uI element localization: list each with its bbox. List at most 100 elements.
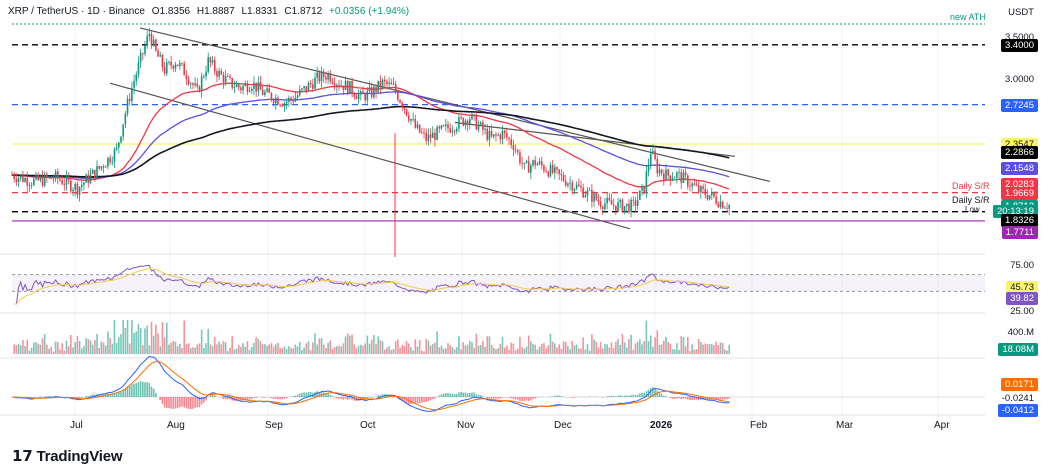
macd-histogram-bar bbox=[658, 392, 661, 397]
candle bbox=[479, 122, 482, 125]
macd-histogram-bar bbox=[645, 391, 648, 397]
volume-bar bbox=[687, 336, 689, 354]
volume-bar bbox=[264, 344, 266, 354]
macd-histogram-bar bbox=[499, 397, 502, 399]
volume-bar bbox=[294, 344, 297, 354]
candle bbox=[63, 184, 66, 186]
volume-bar bbox=[469, 341, 471, 354]
candle bbox=[713, 191, 715, 197]
candle bbox=[673, 177, 676, 179]
volume-bar bbox=[322, 344, 325, 354]
candle bbox=[697, 185, 700, 193]
macd-histogram-bar bbox=[126, 386, 129, 397]
volume-bar bbox=[464, 345, 467, 354]
candle bbox=[41, 176, 44, 186]
volume-bar bbox=[442, 348, 445, 354]
candle bbox=[259, 82, 262, 90]
candle bbox=[155, 39, 157, 51]
volume-bar bbox=[355, 348, 358, 354]
tradingview-logo[interactable]: 𝟭𝟳 TradingView bbox=[12, 448, 123, 465]
candle bbox=[76, 183, 79, 195]
candle bbox=[355, 96, 358, 99]
candle bbox=[242, 85, 244, 91]
candle bbox=[379, 80, 382, 88]
volume-bar bbox=[270, 343, 273, 354]
volume-bar bbox=[272, 346, 275, 354]
volume-bar bbox=[425, 339, 427, 354]
volume-bar bbox=[601, 348, 604, 354]
volume-bar bbox=[83, 346, 85, 354]
macd-histogram-bar bbox=[189, 397, 192, 410]
volume-bar bbox=[224, 342, 227, 354]
volume-bar bbox=[704, 343, 707, 354]
volume-bar bbox=[445, 348, 447, 354]
macd-histogram-bar bbox=[471, 392, 473, 397]
volume-bar bbox=[676, 343, 678, 354]
volume-bar bbox=[708, 343, 711, 354]
macd-histogram-bar bbox=[643, 392, 645, 397]
candle bbox=[288, 97, 290, 102]
macd-histogram-bar bbox=[211, 394, 214, 397]
low-annotation: Low bbox=[965, 205, 980, 214]
macd-histogram-bar bbox=[305, 392, 308, 397]
volume-bar bbox=[663, 340, 665, 354]
candle bbox=[562, 175, 565, 181]
macd-histogram-bar bbox=[447, 393, 449, 397]
candle bbox=[375, 86, 377, 93]
macd-histogram-bar bbox=[728, 397, 731, 399]
macd-histogram-bar bbox=[554, 395, 556, 397]
volume-bar bbox=[477, 345, 480, 354]
volume-bar bbox=[314, 333, 316, 354]
volume-bar bbox=[259, 341, 262, 354]
macd-histogram-bar bbox=[237, 397, 240, 401]
candle bbox=[11, 174, 13, 176]
volume-bar bbox=[168, 344, 170, 354]
candle bbox=[244, 83, 247, 86]
candle bbox=[292, 99, 295, 102]
candle bbox=[17, 178, 20, 182]
volume-bar bbox=[139, 327, 142, 354]
candle bbox=[131, 87, 133, 102]
volume-bar bbox=[87, 339, 90, 354]
volume-bar bbox=[353, 344, 356, 354]
volume-bar bbox=[288, 346, 290, 354]
macd-histogram-bar bbox=[307, 391, 310, 397]
macd-histogram-bar bbox=[353, 397, 356, 401]
macd-histogram-bar bbox=[113, 393, 116, 397]
volume-bar bbox=[364, 343, 366, 354]
volume-bar bbox=[728, 344, 731, 354]
candle bbox=[150, 33, 153, 46]
volume-panel bbox=[13, 320, 731, 354]
macd-histogram-bar bbox=[671, 397, 674, 399]
volume-bar bbox=[181, 348, 183, 354]
macd-histogram-bar bbox=[137, 382, 140, 397]
candle bbox=[442, 125, 445, 127]
candle bbox=[200, 76, 203, 92]
candle bbox=[303, 86, 305, 89]
volume-bar bbox=[142, 345, 144, 354]
macd-histogram-bar bbox=[536, 397, 539, 398]
macd-histogram-bar bbox=[458, 392, 460, 397]
macd-histogram-bar bbox=[148, 382, 151, 397]
volume-bar bbox=[451, 347, 454, 354]
macd-histogram-bar bbox=[469, 393, 471, 397]
currency-label[interactable]: USDT bbox=[1008, 7, 1034, 18]
volume-bar bbox=[253, 342, 255, 354]
volume-bar bbox=[484, 346, 486, 354]
candle bbox=[458, 117, 460, 129]
candle bbox=[556, 167, 558, 170]
symbol-label[interactable]: XRP / TetherUS · 1D · Binance bbox=[8, 6, 145, 17]
macd-histogram-bar bbox=[131, 384, 133, 397]
candle bbox=[427, 134, 430, 141]
candle bbox=[390, 82, 393, 85]
candle bbox=[449, 128, 451, 133]
candle bbox=[196, 83, 199, 87]
price-label: 3.5000 bbox=[1004, 32, 1034, 43]
volume-bar bbox=[405, 341, 408, 354]
candle bbox=[621, 199, 624, 213]
candle bbox=[401, 102, 404, 108]
macd-histogram-bar bbox=[724, 397, 726, 400]
new-ath-annotation: new ATH bbox=[950, 12, 986, 22]
volume-bar bbox=[320, 338, 323, 354]
